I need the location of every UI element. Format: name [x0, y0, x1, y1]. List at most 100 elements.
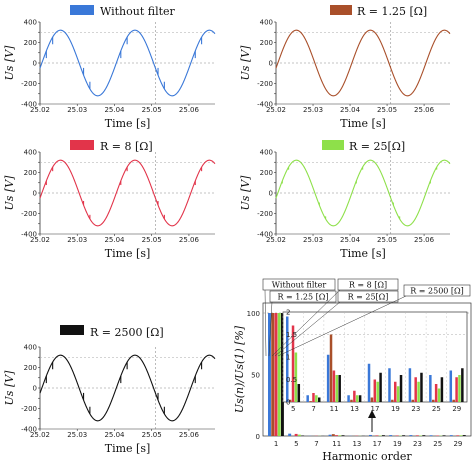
inset-bar: [335, 375, 339, 402]
spectrum-bar: [268, 313, 271, 436]
spectrum-bar: [271, 313, 275, 436]
inset-y-tick-label: 0.5: [286, 376, 297, 384]
y-tick-label: 200: [24, 169, 37, 177]
spectrum-legend-leader: [268, 301, 273, 357]
inset-bar: [399, 375, 403, 402]
waveform-panel-4: -400 -200 0 200 400 25.02 25.03 25.04 25.05 25.06…: [239, 140, 451, 260]
legend-swatch: [60, 325, 84, 335]
inset-bar: [358, 395, 362, 402]
spectrum-bar: [375, 435, 379, 436]
inset-bar: [388, 368, 391, 402]
spectrum-bar: [294, 433, 298, 436]
spectrum-legend-label: R = 2500 [Ω]: [410, 287, 464, 296]
waveform-series: [39, 354, 216, 422]
inset-y-tick-label: 2: [286, 309, 290, 317]
inset-y-tick-label: 1.5: [286, 331, 297, 339]
y-tick-label: 0: [256, 433, 260, 441]
zoom-arrowhead: [368, 410, 376, 418]
y-tick-label: 400: [260, 19, 273, 27]
x-axis-label: Time [s]: [105, 442, 151, 455]
inset-bar: [367, 363, 371, 402]
inset-x-tick-label: 5: [291, 405, 295, 413]
spectrum-bar: [288, 433, 292, 436]
inset-bar: [326, 354, 330, 402]
y-tick-label: -200: [21, 80, 37, 88]
inset-bar: [286, 316, 289, 402]
y-tick-label: 0: [269, 190, 273, 198]
inset-bar: [332, 370, 336, 402]
x-tick-label: 25.02: [266, 236, 286, 244]
x-tick-label: 25.03: [303, 106, 323, 114]
x-tick-label: 19: [393, 440, 402, 448]
spectrum-legend-box: [403, 284, 471, 297]
spectrum-frame: [262, 302, 472, 437]
inset-x-tick-label: 19: [391, 405, 400, 413]
y-axis-label: Us(n)/Us(1) [%]: [233, 325, 246, 413]
y-tick-label: 400: [24, 19, 37, 27]
y-axis-label: Us [V]: [239, 45, 252, 81]
spectrum-legend-box: [337, 278, 399, 291]
x-tick-label: 7: [314, 440, 318, 448]
x-axis-label: Time [s]: [340, 117, 386, 130]
y-tick-label: 400: [24, 344, 37, 352]
x-tick-label: 25.02: [30, 106, 50, 114]
y-tick-label: -400: [257, 101, 273, 109]
x-tick-label: 25: [433, 440, 442, 448]
spectrum-legend-label: Without filter: [272, 281, 327, 290]
x-axis-label: Time [s]: [105, 247, 151, 260]
inset-bar: [353, 390, 356, 402]
spectrum-legend-box: [262, 278, 336, 291]
x-tick-label: 1: [274, 440, 278, 448]
legend-swatch: [70, 140, 94, 150]
spectrum-bar: [462, 435, 466, 436]
y-tick-label: 0: [269, 60, 273, 68]
inset-y-tick-label: 1: [286, 354, 290, 362]
x-tick-label: 25.05: [377, 106, 397, 114]
spectrum-bar: [449, 435, 453, 436]
y-tick-label: -200: [257, 210, 273, 218]
spectrum-bar: [381, 435, 385, 436]
waveform-series: [39, 159, 216, 227]
inset-bar: [452, 399, 455, 402]
waveform-series: [275, 159, 451, 227]
spectrum-bar: [335, 435, 339, 436]
inset-bar: [347, 395, 350, 402]
inset-bar: [437, 388, 441, 402]
waveform-series: [39, 29, 216, 97]
inset-bar: [408, 368, 412, 402]
inset-bar: [420, 372, 423, 402]
inset-bar: [432, 399, 435, 402]
inset-bar: [417, 381, 420, 402]
inset-bar: [391, 399, 394, 402]
x-tick-label: 25.03: [67, 431, 87, 439]
y-tick-label: 100: [247, 310, 260, 318]
x-tick-label: 25.02: [30, 431, 50, 439]
legend-label: Without filter: [100, 5, 176, 18]
spectrum-bar: [277, 313, 281, 436]
inset-bar: [461, 368, 464, 402]
inset-bar: [429, 375, 432, 402]
x-tick-label: 23: [413, 440, 422, 448]
inset-x-tick-label: 17: [371, 405, 380, 413]
waveform-panel-5: -400 -200 0 200 400 25.02 25.03 25.04 25.05 25.06…: [3, 325, 216, 455]
x-tick-label: 25.02: [266, 106, 286, 114]
spectrum-legend-box: [337, 290, 399, 303]
x-axis-label: Time [s]: [340, 247, 386, 260]
y-tick-label: 0: [33, 190, 37, 198]
waveform-panel-2: -400 -200 0 200 400 25.02 25.03 25.04 25.05 25.06…: [239, 5, 451, 130]
y-tick-label: 200: [260, 169, 273, 177]
x-tick-label: 25.06: [179, 106, 200, 114]
spectrum-bar: [274, 313, 278, 436]
inset-bar: [455, 377, 458, 402]
spectrum-bar: [331, 434, 335, 436]
y-tick-label: 400: [260, 149, 273, 157]
spectrum-bar: [280, 313, 284, 436]
spectrum-bar: [429, 435, 433, 436]
y-tick-label: 400: [24, 149, 37, 157]
inset-bar: [338, 375, 341, 402]
x-tick-label: 25.04: [104, 106, 125, 114]
y-tick-label: 0: [33, 385, 37, 393]
x-tick-label: 25.04: [340, 106, 361, 114]
inset-bar: [291, 325, 295, 402]
inset-y-tick-label: 0: [286, 399, 290, 407]
